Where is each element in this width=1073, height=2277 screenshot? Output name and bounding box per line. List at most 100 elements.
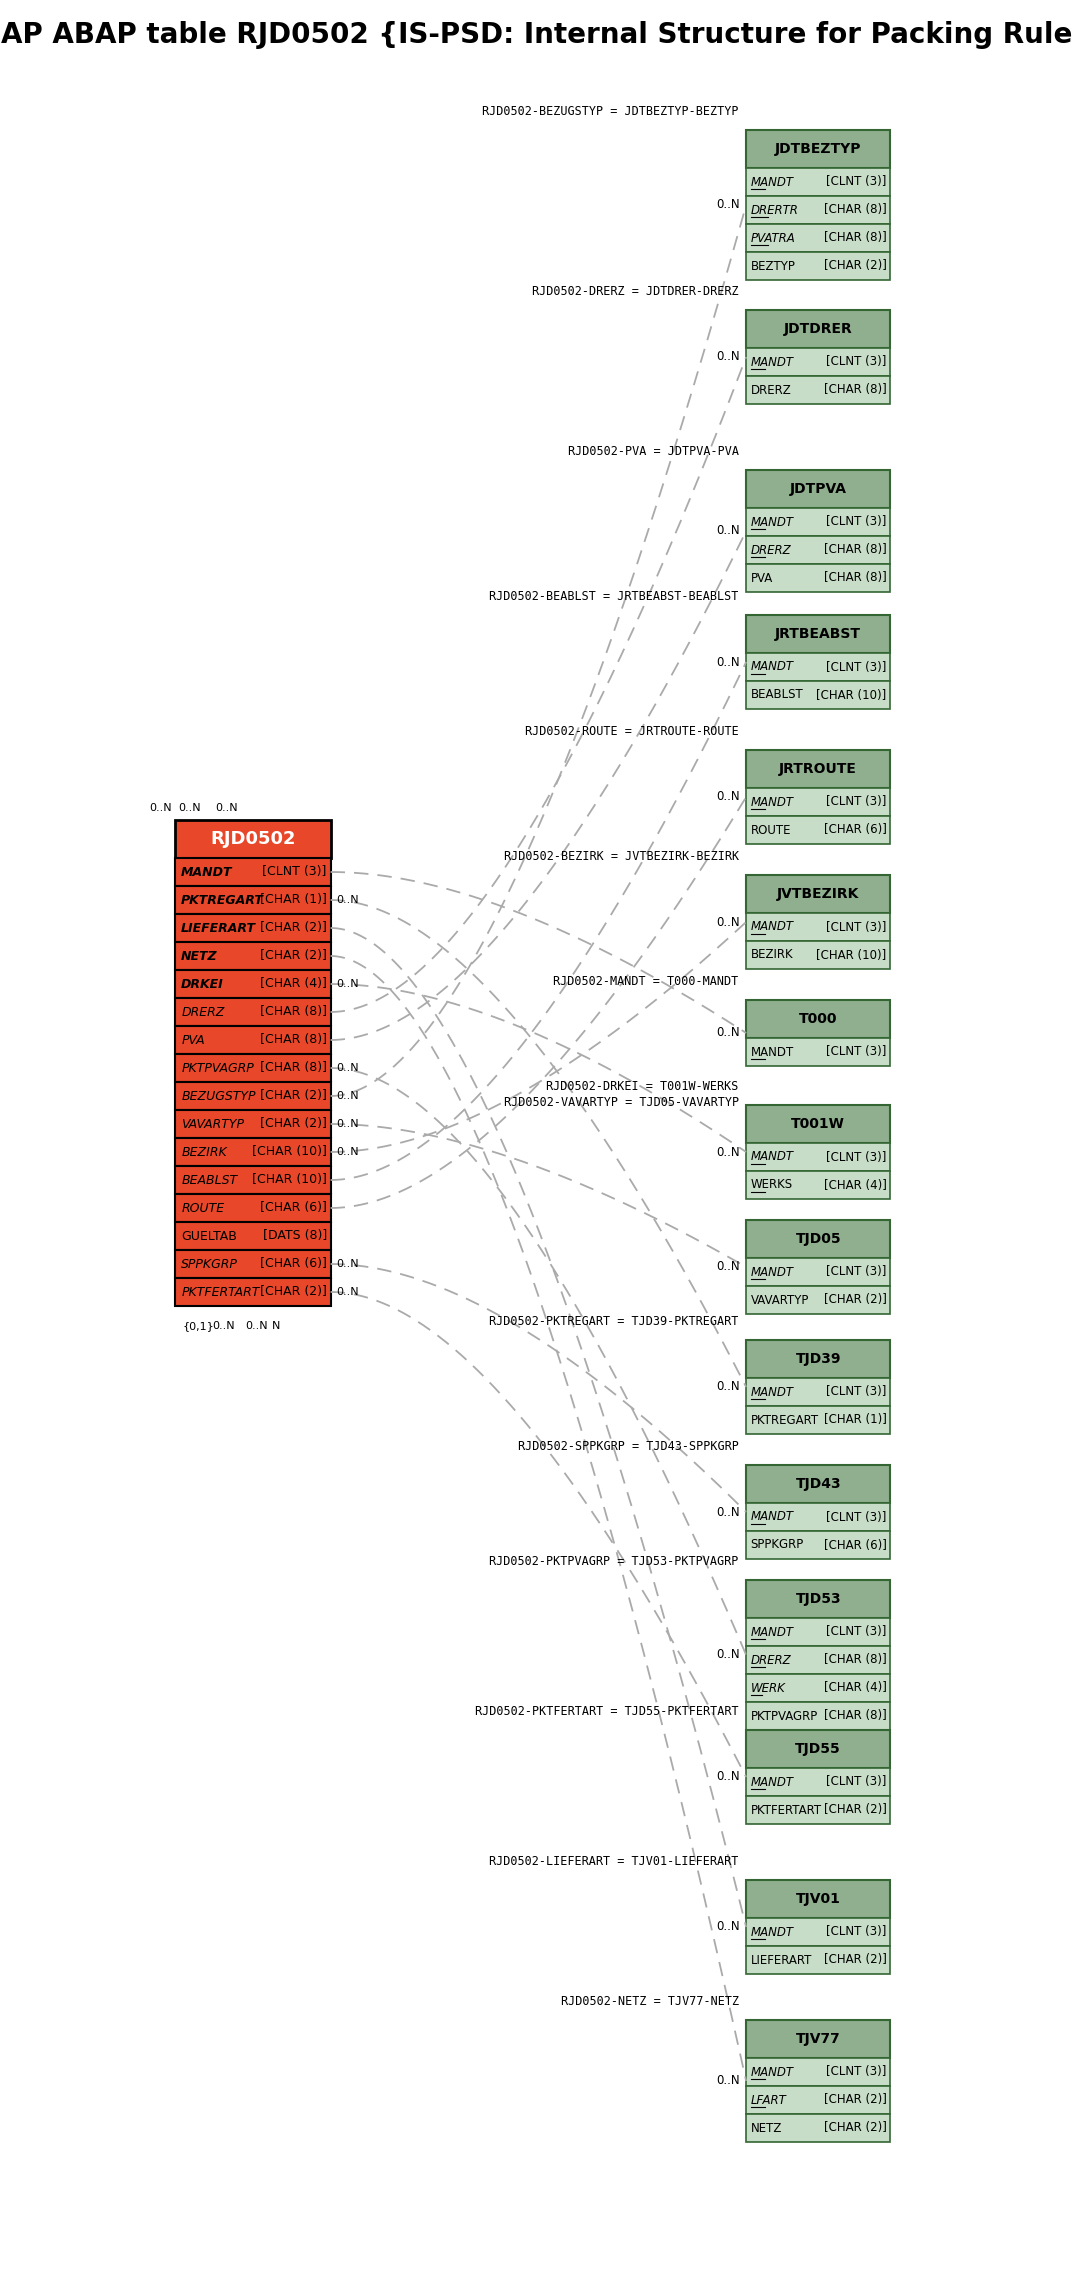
Bar xyxy=(175,820,330,858)
Text: [CHAR (2)]: [CHAR (2)] xyxy=(824,1803,886,1817)
Text: [CHAR (6)]: [CHAR (6)] xyxy=(824,1539,886,1551)
Text: [CHAR (8)]: [CHAR (8)] xyxy=(824,544,886,556)
Text: 0..N: 0..N xyxy=(337,1148,359,1157)
Bar xyxy=(746,788,891,815)
Bar xyxy=(175,970,330,997)
Text: MANDT: MANDT xyxy=(751,355,794,369)
Bar xyxy=(746,1646,891,1674)
Bar xyxy=(746,2058,891,2086)
Bar xyxy=(746,310,891,348)
Text: TJV77: TJV77 xyxy=(796,2031,840,2047)
Text: {0,1}: {0,1} xyxy=(182,1321,215,1332)
Bar xyxy=(746,874,891,913)
Text: 0..N: 0..N xyxy=(717,1649,740,1662)
Text: PKTPVAGRP: PKTPVAGRP xyxy=(751,1710,818,1721)
Text: RJD0502-MANDT = T000-MANDT: RJD0502-MANDT = T000-MANDT xyxy=(554,975,738,988)
Text: [CHAR (10)]: [CHAR (10)] xyxy=(817,950,886,961)
Text: SPPKGRP: SPPKGRP xyxy=(181,1257,238,1271)
Text: BEABLST: BEABLST xyxy=(751,688,804,701)
Text: [CHAR (2)]: [CHAR (2)] xyxy=(824,1954,886,1967)
Text: 0..N: 0..N xyxy=(717,2074,740,2088)
Text: [CLNT (3)]: [CLNT (3)] xyxy=(826,1626,886,1639)
Text: PKTREGART: PKTREGART xyxy=(181,893,264,906)
Text: BEZIRK: BEZIRK xyxy=(751,950,793,961)
Text: MANDT: MANDT xyxy=(751,1045,794,1059)
Text: [CLNT (3)]: [CLNT (3)] xyxy=(826,1776,886,1787)
Text: RJD0502: RJD0502 xyxy=(210,831,296,847)
Bar xyxy=(746,376,891,403)
Text: MANDT: MANDT xyxy=(751,1626,794,1639)
Bar xyxy=(175,1082,330,1109)
Bar xyxy=(175,1223,330,1250)
Text: MANDT: MANDT xyxy=(751,1926,794,1938)
Text: 0..N: 0..N xyxy=(717,1920,740,1933)
Text: RJD0502-NETZ = TJV77-NETZ: RJD0502-NETZ = TJV77-NETZ xyxy=(560,1995,738,2008)
Text: RJD0502-ROUTE = JRTROUTE-ROUTE: RJD0502-ROUTE = JRTROUTE-ROUTE xyxy=(525,724,738,738)
Text: [CHAR (2)]: [CHAR (2)] xyxy=(824,2093,886,2106)
Text: [CHAR (6)]: [CHAR (6)] xyxy=(824,824,886,836)
Text: BEZIRK: BEZIRK xyxy=(181,1145,226,1159)
Text: SAP ABAP table RJD0502 {IS-PSD: Internal Structure for Packing Rule}: SAP ABAP table RJD0502 {IS-PSD: Internal… xyxy=(0,20,1073,50)
Bar xyxy=(746,1947,891,1974)
Text: [CHAR (2)]: [CHAR (2)] xyxy=(260,1118,327,1129)
Bar xyxy=(175,1109,330,1138)
Text: [CLNT (3)]: [CLNT (3)] xyxy=(826,1266,886,1277)
Text: [CLNT (3)]: [CLNT (3)] xyxy=(826,1150,886,1164)
Text: T000: T000 xyxy=(799,1011,838,1027)
Text: [CHAR (8)]: [CHAR (8)] xyxy=(824,203,886,216)
Text: DRERZ: DRERZ xyxy=(181,1006,224,1018)
Bar xyxy=(746,196,891,223)
Text: PKTFERTART: PKTFERTART xyxy=(751,1803,822,1817)
Bar xyxy=(175,1166,330,1193)
Text: 0..N: 0..N xyxy=(717,915,740,929)
Bar xyxy=(746,1503,891,1530)
Text: RJD0502-BEABLST = JRTBEABST-BEABLST: RJD0502-BEABLST = JRTBEABST-BEABLST xyxy=(489,590,738,603)
Text: 0..N: 0..N xyxy=(717,790,740,804)
Text: [CHAR (1)]: [CHAR (1)] xyxy=(260,893,327,906)
Bar xyxy=(746,940,891,970)
Text: 0..N: 0..N xyxy=(246,1321,268,1332)
Bar xyxy=(746,2113,891,2143)
Text: [CHAR (10)]: [CHAR (10)] xyxy=(252,1145,327,1159)
Text: [CHAR (2)]: [CHAR (2)] xyxy=(824,2122,886,2134)
Text: 0..N: 0..N xyxy=(179,804,202,813)
Text: [CLNT (3)]: [CLNT (3)] xyxy=(826,660,886,674)
Text: JDTDRER: JDTDRER xyxy=(784,321,853,337)
Text: [CHAR (2)]: [CHAR (2)] xyxy=(260,950,327,963)
Text: MANDT: MANDT xyxy=(751,2065,794,2079)
Text: 0..N: 0..N xyxy=(337,895,359,904)
Bar xyxy=(175,943,330,970)
Bar xyxy=(746,565,891,592)
Bar xyxy=(746,615,891,653)
Text: [CHAR (2)]: [CHAR (2)] xyxy=(824,260,886,273)
Text: 0..N: 0..N xyxy=(717,1505,740,1519)
Bar xyxy=(746,253,891,280)
Text: [CLNT (3)]: [CLNT (3)] xyxy=(826,355,886,369)
Bar xyxy=(175,886,330,913)
Text: [CHAR (8)]: [CHAR (8)] xyxy=(260,1034,327,1047)
Text: DRERZ: DRERZ xyxy=(751,544,791,556)
Text: TJD39: TJD39 xyxy=(795,1353,841,1366)
Bar xyxy=(746,1731,891,1767)
Text: MANDT: MANDT xyxy=(751,1776,794,1787)
Text: RJD0502-PVA = JDTPVA-PVA: RJD0502-PVA = JDTPVA-PVA xyxy=(568,444,738,458)
Bar xyxy=(175,1277,330,1307)
Text: [CLNT (3)]: [CLNT (3)] xyxy=(826,1045,886,1059)
Bar xyxy=(175,1027,330,1054)
Bar xyxy=(746,1405,891,1435)
Bar xyxy=(746,1104,891,1143)
Text: [CLNT (3)]: [CLNT (3)] xyxy=(826,920,886,934)
Bar xyxy=(746,1767,891,1797)
Text: MANDT: MANDT xyxy=(751,795,794,808)
Text: [CHAR (8)]: [CHAR (8)] xyxy=(824,572,886,585)
Text: [CLNT (3)]: [CLNT (3)] xyxy=(826,175,886,189)
Text: [CLNT (3)]: [CLNT (3)] xyxy=(826,1926,886,1938)
Bar xyxy=(175,1250,330,1277)
Text: MANDT: MANDT xyxy=(181,865,233,879)
Text: RJD0502-BEZUGSTYP = JDTBEZTYP-BEZTYP: RJD0502-BEZUGSTYP = JDTBEZTYP-BEZTYP xyxy=(482,105,738,118)
Text: [CHAR (6)]: [CHAR (6)] xyxy=(260,1257,327,1271)
Bar xyxy=(746,1881,891,1917)
Text: [CHAR (4)]: [CHAR (4)] xyxy=(824,1680,886,1694)
Text: [CLNT (3)]: [CLNT (3)] xyxy=(826,515,886,528)
Bar xyxy=(746,1797,891,1824)
